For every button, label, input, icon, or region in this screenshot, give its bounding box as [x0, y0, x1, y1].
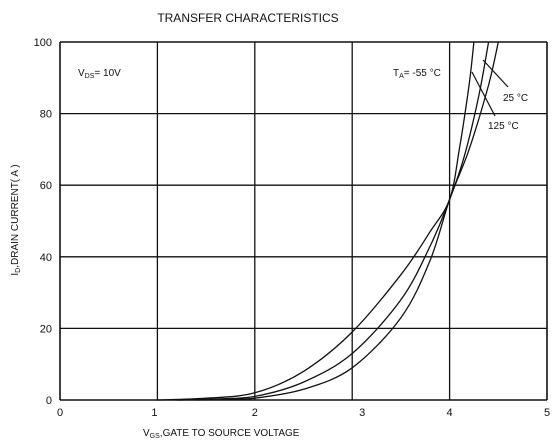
- x-axis-label: VGS,GATE TO SOURCE VOLTAGE: [143, 428, 300, 440]
- y-tick-label-20: 20: [40, 323, 52, 335]
- x-tick-label-2: 2: [252, 407, 258, 419]
- series-label-125c: 125 °C: [488, 121, 519, 132]
- y-tick-label-80: 80: [40, 109, 52, 121]
- y-tick-label-60: 60: [40, 180, 52, 192]
- series-line-25c: [176, 41, 490, 401]
- ta-condition-label: TA= -55 °C: [393, 68, 441, 80]
- x-tick-label-0: 0: [57, 407, 63, 419]
- ta-subscript: A: [399, 73, 404, 80]
- x-tick-label-1: 1: [151, 407, 157, 419]
- y-axis-label-subscript: D: [15, 268, 22, 273]
- vds-value: = 10V: [94, 68, 121, 79]
- y-tick-label-100: 100: [34, 37, 52, 49]
- y-tick-labels: 0 20 40 60 80 100: [34, 37, 52, 407]
- ta-value: = -55 °C: [404, 68, 441, 79]
- pointer-125c: [471, 71, 496, 117]
- y-tick-label-40: 40: [40, 252, 52, 264]
- y-axis-label: ID,DRAIN CURRENT( A ): [10, 164, 22, 275]
- series-line-minus55c: [157, 41, 475, 401]
- x-tick-label-4: 4: [447, 407, 453, 419]
- pointer-25c: [482, 59, 509, 88]
- y-axis-label-text: ,DRAIN CURRENT( A ): [10, 164, 21, 267]
- x-tick-label-3: 3: [359, 407, 365, 419]
- chart-title: TRANSFER CHARACTERISTICS: [157, 11, 338, 25]
- x-tick-label-5: 5: [544, 407, 550, 419]
- y-tick-label-0: 0: [46, 395, 52, 407]
- grid: [59, 41, 548, 401]
- x-tick-labels: 0 1 2 3 4 5: [57, 407, 550, 419]
- vds-subscript: DS: [85, 73, 95, 80]
- x-axis-label-subscript: GS: [150, 433, 160, 440]
- series-label-25c: 25 °C: [503, 93, 528, 104]
- vds-condition-label: VDS= 10V: [78, 68, 121, 80]
- x-axis-label-text: ,GATE TO SOURCE VOLTAGE: [160, 428, 300, 439]
- curves: [157, 41, 499, 401]
- series-line-125c: [196, 41, 499, 401]
- label-pointers: [471, 59, 509, 117]
